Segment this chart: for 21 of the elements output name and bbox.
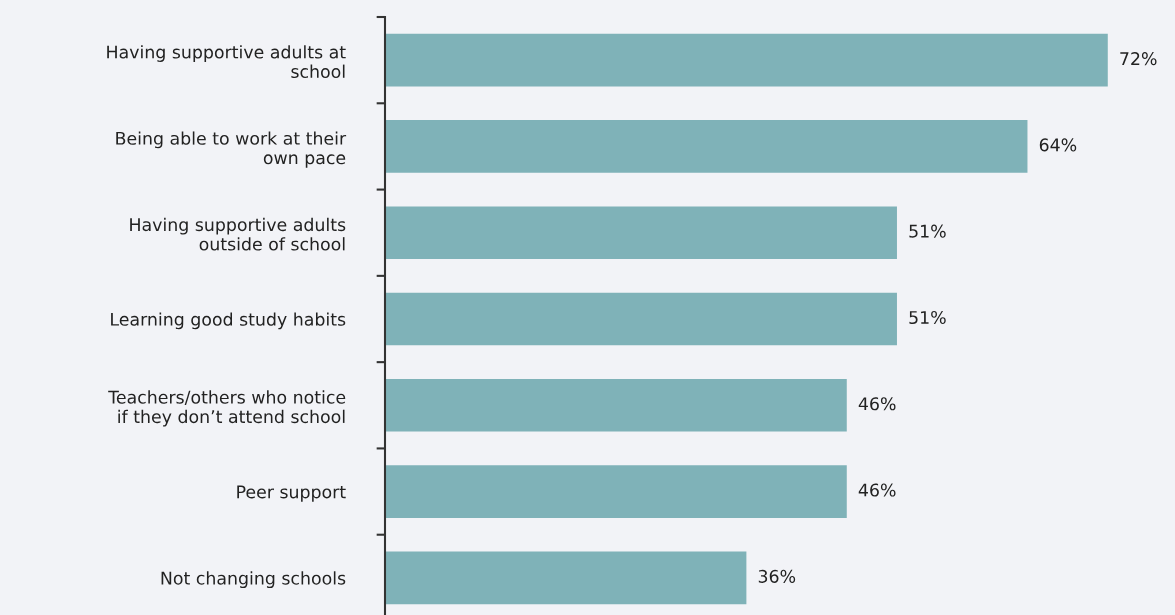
bar — [385, 33, 1108, 87]
y-tick-label: Having supportive adults outside of school — [130, 217, 346, 251]
data-label: 51% — [909, 224, 946, 238]
y-tick-label: Having supportive adults at school — [107, 45, 346, 79]
y-tick-label: Being able to work at their own pace — [116, 131, 347, 168]
data-label: 72% — [1120, 52, 1157, 66]
bar — [385, 292, 897, 346]
data-label: 46% — [858, 483, 896, 497]
bar — [385, 465, 847, 518]
y-tick-label: Teachers/others who notice if they don’t attend school — [108, 390, 346, 427]
y-tick-label: Learning good study habits — [111, 312, 346, 330]
bar — [385, 120, 1028, 173]
data-label: 51% — [909, 310, 946, 325]
y-tick-label: Peer support — [237, 485, 346, 502]
data-label: 46% — [858, 397, 896, 411]
y-tick-label: Not changing schools — [161, 571, 346, 589]
data-label: 64% — [1039, 138, 1077, 152]
bar — [385, 206, 897, 260]
bar — [385, 551, 747, 605]
bar — [385, 378, 847, 432]
data-label: 36% — [758, 569, 796, 583]
